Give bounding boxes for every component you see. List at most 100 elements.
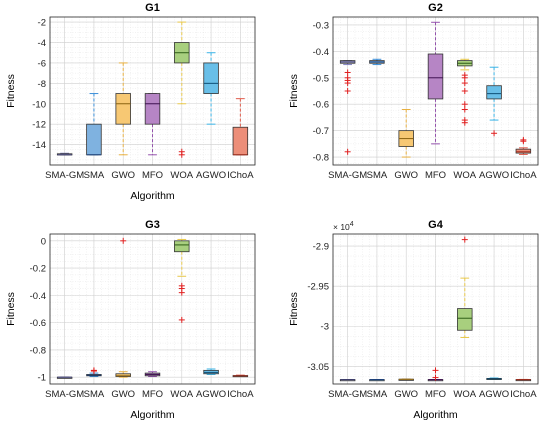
- y-tick-label: -12: [32, 120, 46, 131]
- outlier-marker: [344, 88, 351, 94]
- box: [457, 308, 473, 331]
- box: [515, 148, 532, 154]
- axes-frame: [332, 233, 539, 385]
- panel-title: G3: [145, 219, 160, 231]
- x-tick-label: WOA: [453, 389, 476, 400]
- x-tick-label: SMA: [84, 389, 105, 400]
- y-tick-label: -14: [32, 140, 46, 151]
- x-tick-label: SMA: [367, 389, 388, 400]
- box: [115, 93, 131, 125]
- y-tick-label: -2.9: [313, 242, 329, 253]
- outlier-marker: [344, 80, 351, 87]
- y-tick-label: -0.5: [313, 73, 329, 84]
- y-tick-label: -10: [32, 99, 46, 110]
- y-tick-label: -1: [38, 373, 46, 384]
- outlier-marker: [461, 106, 468, 113]
- x-axis-label: Algorithm: [130, 190, 175, 202]
- x-tick-label: MFO: [142, 389, 163, 400]
- x-tick-label: GWO: [394, 389, 418, 400]
- panel-title: G4: [428, 219, 444, 231]
- box: [86, 123, 102, 156]
- x-tick-label: SMA-GM: [328, 389, 367, 400]
- y-tick-label: -0.6: [30, 318, 46, 329]
- x-tick-label: AGWO: [196, 389, 226, 400]
- panel-title: G2: [428, 2, 443, 14]
- exponent-power: 4: [350, 221, 354, 228]
- x-tick-label: MFO: [425, 170, 446, 181]
- y-tick-label: 0: [41, 236, 46, 247]
- outlier-marker: [461, 74, 468, 81]
- outlier-marker: [461, 88, 468, 94]
- x-tick-label: MFO: [425, 389, 446, 400]
- y-tick-label: -4: [38, 38, 46, 49]
- panel-g2: -0.8 -0.7 -0.6 -0.5 -0.4 -0.3 SMA-GM SMA GWO MFO W…: [288, 2, 539, 181]
- y-axis-label: Fitness: [288, 74, 300, 108]
- x-tick-label: GWO: [111, 389, 135, 400]
- exponent-label: × 104: [333, 221, 354, 232]
- outlier-marker: [344, 148, 351, 155]
- x-tick-label: WOA: [453, 170, 476, 181]
- y-axis-label: Fitness: [288, 292, 300, 326]
- axes-frame: [49, 233, 256, 385]
- x-tick-label: IChoA: [227, 170, 254, 181]
- outlier-marker: [344, 69, 351, 76]
- box: [115, 373, 131, 377]
- y-axis-label: Fitness: [5, 292, 17, 326]
- outlier-marker: [120, 237, 127, 244]
- x-tick-label: AGWO: [479, 170, 509, 181]
- y-tick-label: -8: [38, 79, 46, 90]
- outlier-marker: [461, 236, 468, 243]
- x-tick-label: SMA-GM: [45, 389, 84, 400]
- outlier-marker: [432, 367, 439, 374]
- panel-g4: -3.05 -3 -2.95 -2.9 SMA-GM SMA GWO MFO WOA AGWO IC…: [288, 219, 539, 421]
- x-tick-label: GWO: [111, 170, 135, 181]
- y-tick-label: -3: [321, 322, 329, 333]
- y-tick-label: -0.4: [30, 291, 46, 302]
- x-tick-label: AGWO: [196, 170, 226, 181]
- panel-title: G1: [145, 2, 160, 14]
- x-tick-label: AGWO: [479, 389, 509, 400]
- box: [427, 53, 444, 100]
- box: [486, 85, 502, 100]
- box: [174, 240, 190, 253]
- outlier-marker: [90, 367, 97, 374]
- x-tick-label: IChoA: [510, 389, 537, 400]
- outlier-marker: [178, 151, 185, 158]
- y-tick-label: -0.7: [313, 126, 329, 137]
- outlier-marker: [432, 374, 439, 381]
- y-tick-label: -0.3: [313, 20, 329, 31]
- x-tick-label: SMA-GM: [328, 170, 367, 181]
- panel-g1: -14 -12 -10 -8 -6 -4 -2 SMA-GM SMA GWO MFO WOA AGWO I…: [5, 2, 256, 202]
- y-tick-label: -0.8: [30, 345, 46, 356]
- y-tick-label: -3.05: [307, 362, 329, 373]
- x-tick-label: IChoA: [227, 389, 254, 400]
- x-tick-label: SMA: [367, 170, 388, 181]
- x-tick-label: SMA: [84, 170, 105, 181]
- x-tick-label: WOA: [170, 389, 193, 400]
- y-tick-label: -0.4: [313, 47, 329, 58]
- x-tick-label: MFO: [142, 170, 163, 181]
- outlier-marker: [178, 289, 185, 296]
- x-tick-label: GWO: [394, 170, 418, 181]
- box: [232, 126, 249, 156]
- outlier-marker: [491, 130, 498, 137]
- axes-frame: [332, 16, 539, 166]
- outlier-marker: [178, 316, 185, 323]
- box: [203, 62, 219, 94]
- y-tick-label: -6: [38, 58, 46, 69]
- axes-frame: [49, 16, 256, 166]
- outlier-marker: [461, 80, 468, 87]
- y-tick-label: -2.95: [307, 282, 329, 293]
- x-axis-label: Algorithm: [413, 409, 458, 421]
- y-tick-label: -0.6: [313, 100, 329, 111]
- outlier-marker: [520, 138, 527, 145]
- x-tick-label: WOA: [170, 170, 193, 181]
- x-tick-label: IChoA: [510, 170, 537, 181]
- box: [144, 93, 161, 125]
- x-tick-label: SMA-GM: [45, 170, 84, 181]
- panel-g3: -1 -0.8 -0.6 -0.4 -0.2 0 SMA-GM SMA GWO MFO WOA AGW…: [5, 219, 256, 421]
- outlier-marker: [461, 101, 468, 108]
- y-tick-label: -0.8: [313, 153, 329, 164]
- y-tick-label: -2: [38, 18, 46, 29]
